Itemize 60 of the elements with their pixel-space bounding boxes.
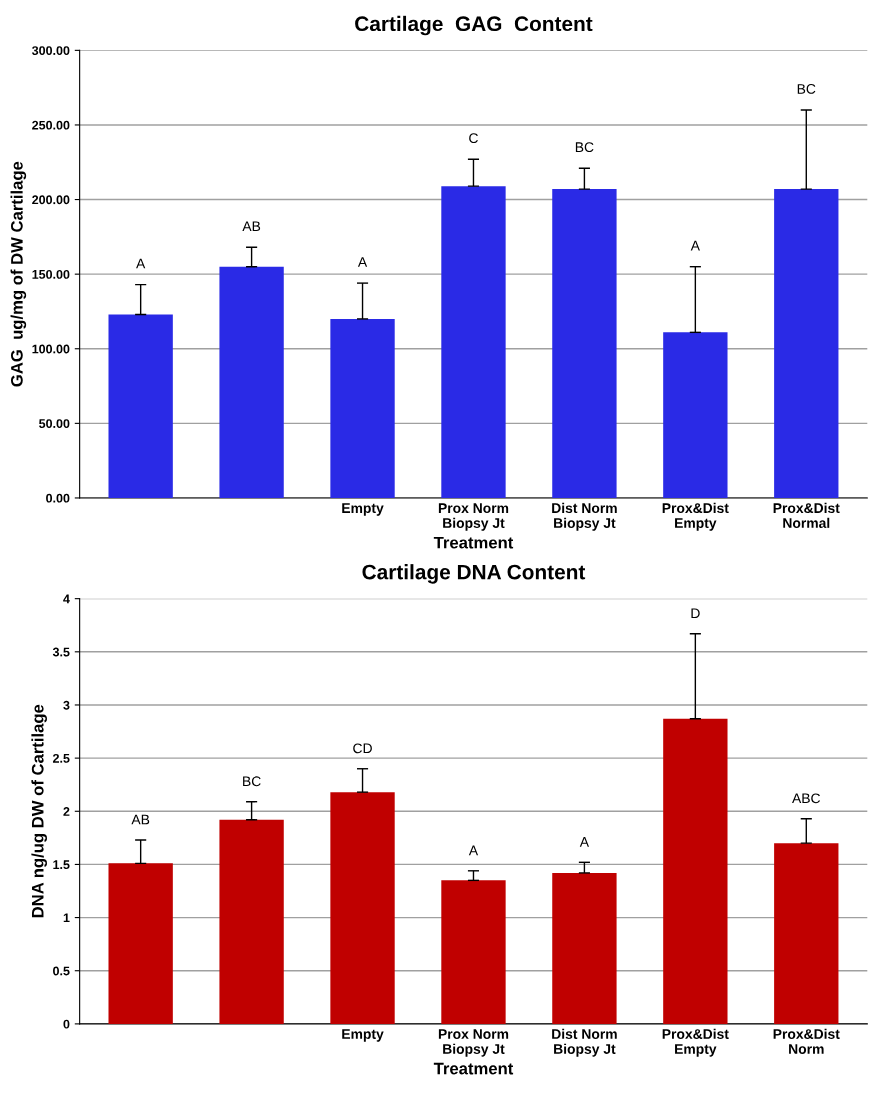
bar [663, 718, 728, 1024]
annotation: ABC [792, 793, 821, 804]
bar [663, 332, 728, 498]
y-tick-label: 1 [63, 913, 70, 923]
y-tick-label: 0.00 [46, 493, 70, 503]
y-tick-label: 150.00 [32, 269, 70, 279]
x-tick-label: Empty [342, 1029, 384, 1042]
x-tick-label: Prox&Dist Empty [662, 502, 729, 531]
annotation: A [579, 837, 590, 847]
x-tick-label: Prox&Dist Normal [773, 502, 840, 528]
annotation: A [136, 258, 146, 269]
x-axis-title: Treatment [433, 1062, 514, 1075]
annotation: BC [243, 776, 261, 787]
bar [108, 863, 173, 1024]
bar [108, 314, 173, 498]
y-tick-label: 3.5 [52, 647, 70, 657]
y-tick-label: 300.00 [31, 46, 70, 56]
y-tick-label: 100.00 [32, 344, 70, 354]
y-tick-label: 0 [63, 1019, 70, 1029]
bar [441, 186, 506, 498]
y-tick-label: 1.5 [53, 860, 70, 870]
x-tick-label: Prox&Dist Norm [773, 1028, 840, 1054]
bar [552, 872, 617, 1024]
x-tick-label: Prox Norm Biopsy Jt [438, 503, 509, 531]
annotation: BC [575, 142, 594, 153]
annotation: A [690, 240, 700, 251]
annotation: AB [131, 814, 150, 825]
y-tick-label: 2.5 [52, 753, 70, 763]
bar [441, 880, 506, 1024]
x-tick-label: Dist Norm Biopsy Jt [552, 502, 617, 531]
y-tick-label: 0.5 [53, 966, 70, 976]
annotation: D [691, 608, 700, 619]
y-tick-label: 200.00 [32, 195, 70, 205]
x-tick-label: Prox Norm Biopsy Jt [438, 1029, 509, 1057]
annotation: A [468, 845, 479, 856]
bar [330, 792, 395, 1024]
bar [219, 266, 284, 498]
annotation: AB [242, 221, 261, 231]
annotation: C [469, 133, 478, 144]
bar [774, 843, 839, 1024]
y-tick-label: 4 [63, 594, 70, 604]
x-axis-title: Treatment [433, 536, 514, 549]
y-tick-label: 2 [63, 807, 70, 816]
y-tick-label: 50.00 [39, 419, 70, 429]
y-tick-label: 250.00 [32, 120, 70, 130]
bar [330, 318, 395, 498]
y-axis-title: DNA ng/ug DW of Cartilage [31, 704, 47, 918]
bar [774, 189, 839, 498]
annotation: BC [797, 84, 816, 94]
x-tick-label: Empty [342, 503, 384, 516]
annotation: A [357, 257, 368, 267]
chart-title: Cartilage GAG Content [355, 15, 593, 36]
chart-title: Cartilage DNA Content [362, 564, 586, 584]
annotation: CD [353, 743, 372, 754]
bar [219, 819, 284, 1024]
y-axis-title: GAG ug/mg of DW Cartilage [10, 161, 27, 387]
y-tick-label: 3 [63, 700, 70, 710]
x-tick-label: Prox&Dist Empty [662, 1028, 729, 1057]
x-tick-label: Dist Norm Biopsy Jt [552, 1028, 617, 1057]
bar [552, 189, 617, 498]
